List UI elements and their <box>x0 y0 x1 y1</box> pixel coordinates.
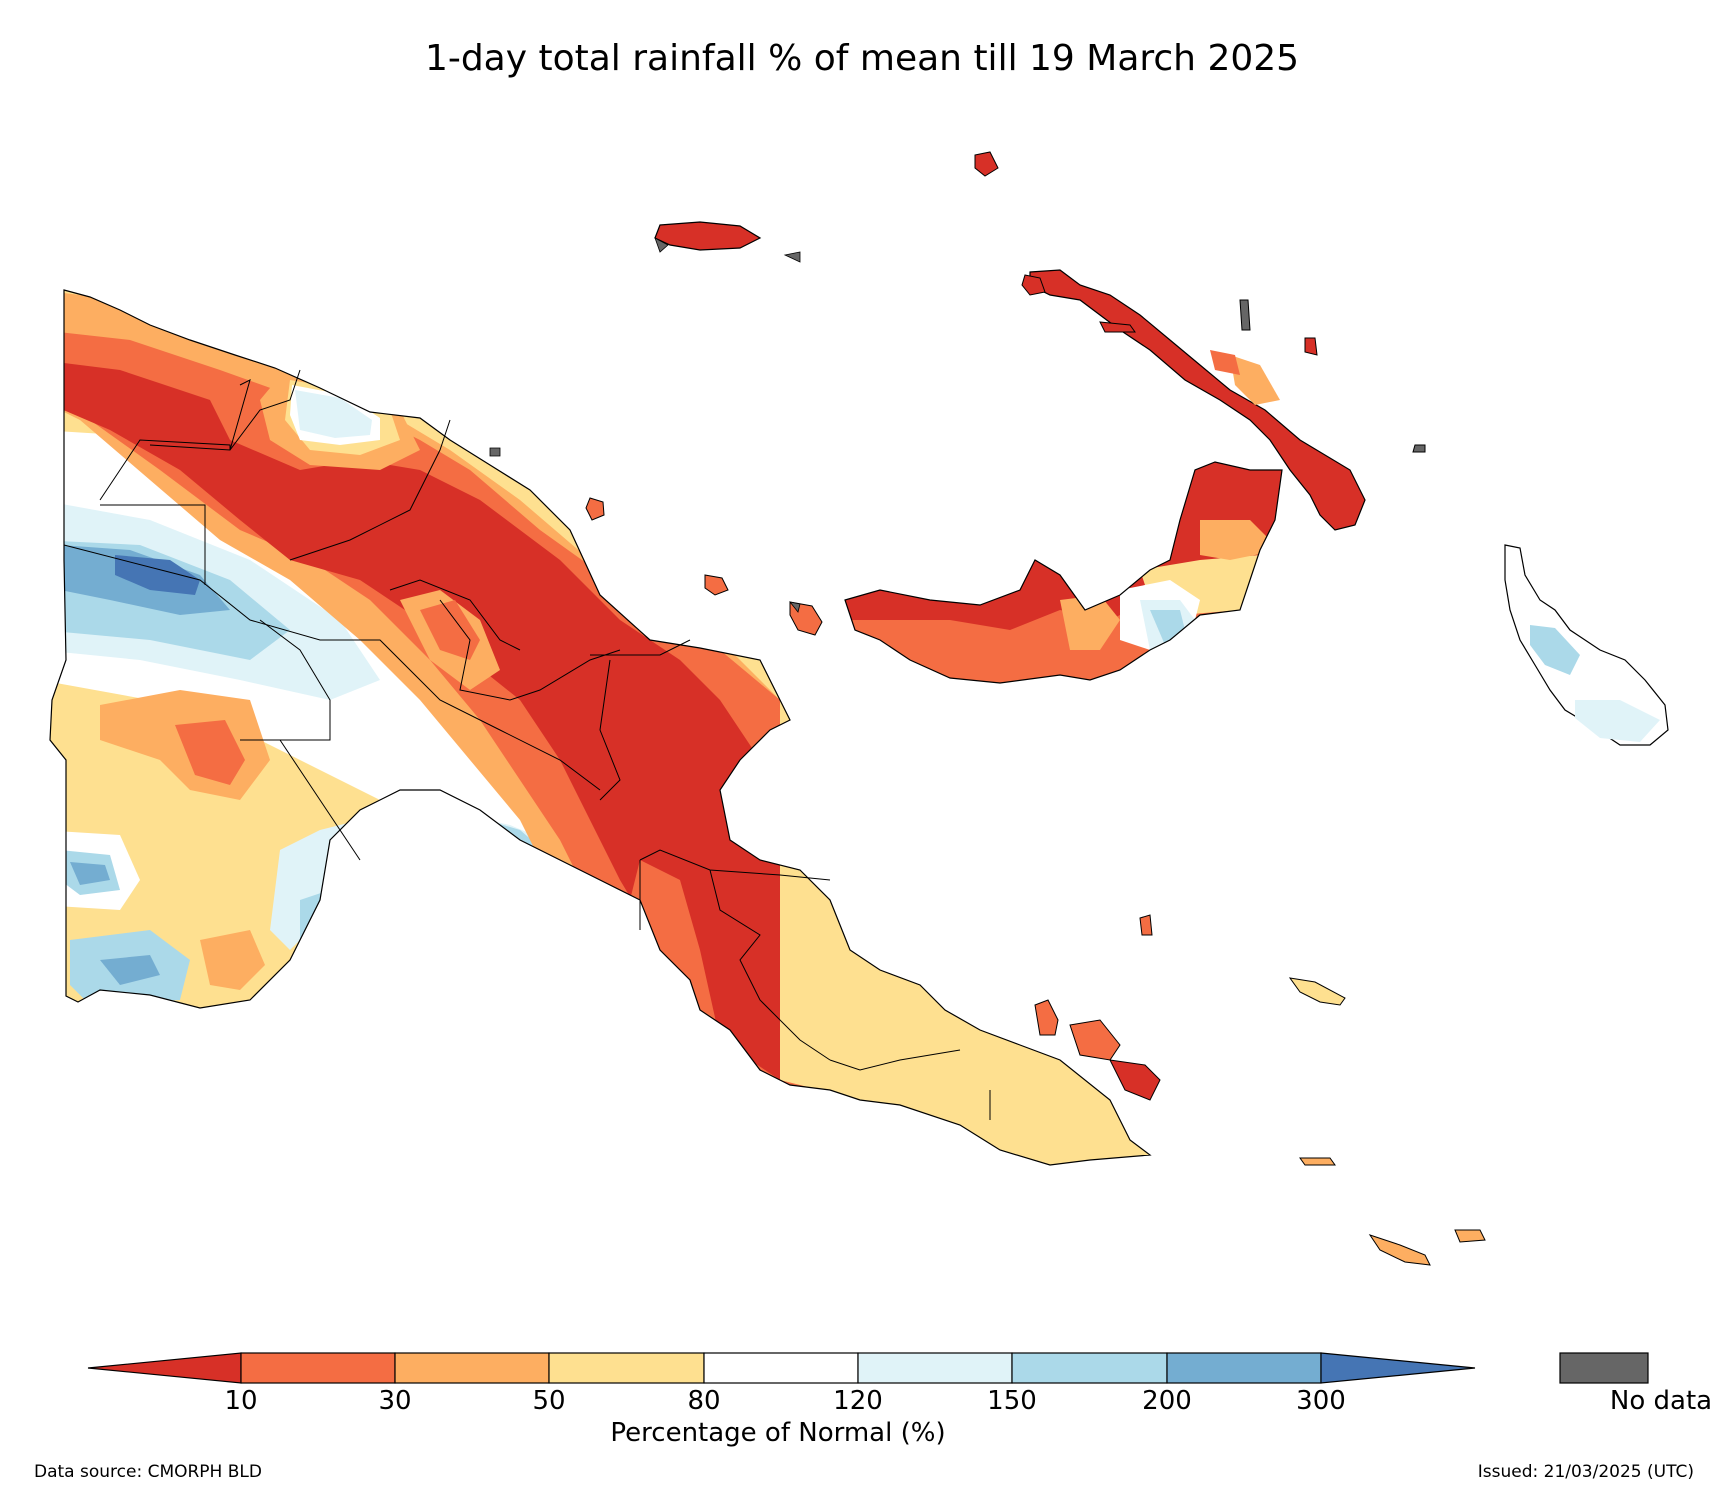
small-island-new-hanover <box>1021 274 1046 296</box>
umboi-no-data-patch <box>789 601 801 613</box>
small-island-long <box>704 574 729 596</box>
colorbar-tick: 150 <box>987 1386 1037 1416</box>
manus-no-data-patch <box>654 237 669 253</box>
small-island-northeast <box>1099 321 1136 333</box>
small-island-north <box>974 151 999 177</box>
manus-island <box>654 221 762 251</box>
small-island-no-data-north-coast <box>489 447 501 457</box>
colorbar-segment-30-50 <box>394 1352 550 1384</box>
new-britain-rainfall-field <box>845 462 1282 683</box>
new-ireland-red-orange-patch <box>1210 350 1240 375</box>
colorbar-tick: 10 <box>224 1386 258 1416</box>
colorbar-tick: 30 <box>378 1386 412 1416</box>
new-britain-coastline <box>844 461 1283 684</box>
island-rossel <box>1454 1229 1486 1243</box>
colorbar-low-extension <box>87 1352 242 1384</box>
colorbar-segment-120-150 <box>857 1352 1013 1384</box>
colorbar-segment-10-30 <box>240 1352 396 1384</box>
small-island-karkar <box>585 497 605 521</box>
data-source: Data source: CMORPH BLD <box>34 1462 262 1482</box>
colorbar-segment-50-80 <box>548 1352 705 1384</box>
small-island-no-data <box>783 251 801 263</box>
mainland-rainfall-field <box>50 290 1150 1165</box>
bougainville-blue-patch <box>1530 625 1580 675</box>
new-ireland-island <box>1029 269 1366 531</box>
colorbar-tick: 300 <box>1296 1386 1346 1416</box>
no-data-label: No data <box>1609 1386 1713 1416</box>
island-trobriand-north <box>1139 914 1153 936</box>
colorbar-segment-80-120 <box>703 1352 859 1384</box>
colorbar-label: Percentage of Normal (%) <box>610 1418 946 1448</box>
island-sudest <box>1368 1234 1431 1266</box>
map-title: 1-day total rainfall % of mean till 19 M… <box>424 38 1300 79</box>
colorbar-tick: 120 <box>833 1386 883 1416</box>
colorbar-high-extension <box>1320 1352 1476 1384</box>
issued-date: Issued: 21/03/2025 (UTC) <box>1477 1462 1694 1482</box>
island-misima <box>1299 1157 1336 1166</box>
small-island-no-data-far-east <box>1412 444 1426 453</box>
colorbar-tick: 50 <box>532 1386 566 1416</box>
colorbar-segment-150-200 <box>1011 1352 1168 1384</box>
mainland-coastline <box>49 289 1152 1166</box>
bougainville-light-blue-patch <box>1575 700 1660 742</box>
small-island-no-data-east <box>1239 299 1251 331</box>
island-normanby <box>1109 1059 1161 1101</box>
colorbar-tick: 200 <box>1142 1386 1192 1416</box>
colorbar <box>87 1352 1476 1384</box>
province-boundaries <box>63 369 991 1120</box>
bougainville-island <box>1504 544 1669 746</box>
new-ireland-orange-patch <box>1230 355 1280 405</box>
no-data-swatch <box>1559 1352 1649 1384</box>
island-goodenough <box>1034 999 1059 1036</box>
island-fergusson <box>1069 1019 1121 1061</box>
small-island-tabar <box>1304 337 1318 356</box>
island-woodlark <box>1288 977 1346 1006</box>
colorbar-segment-200-300 <box>1166 1352 1322 1384</box>
colorbar-tick: 80 <box>687 1386 721 1416</box>
